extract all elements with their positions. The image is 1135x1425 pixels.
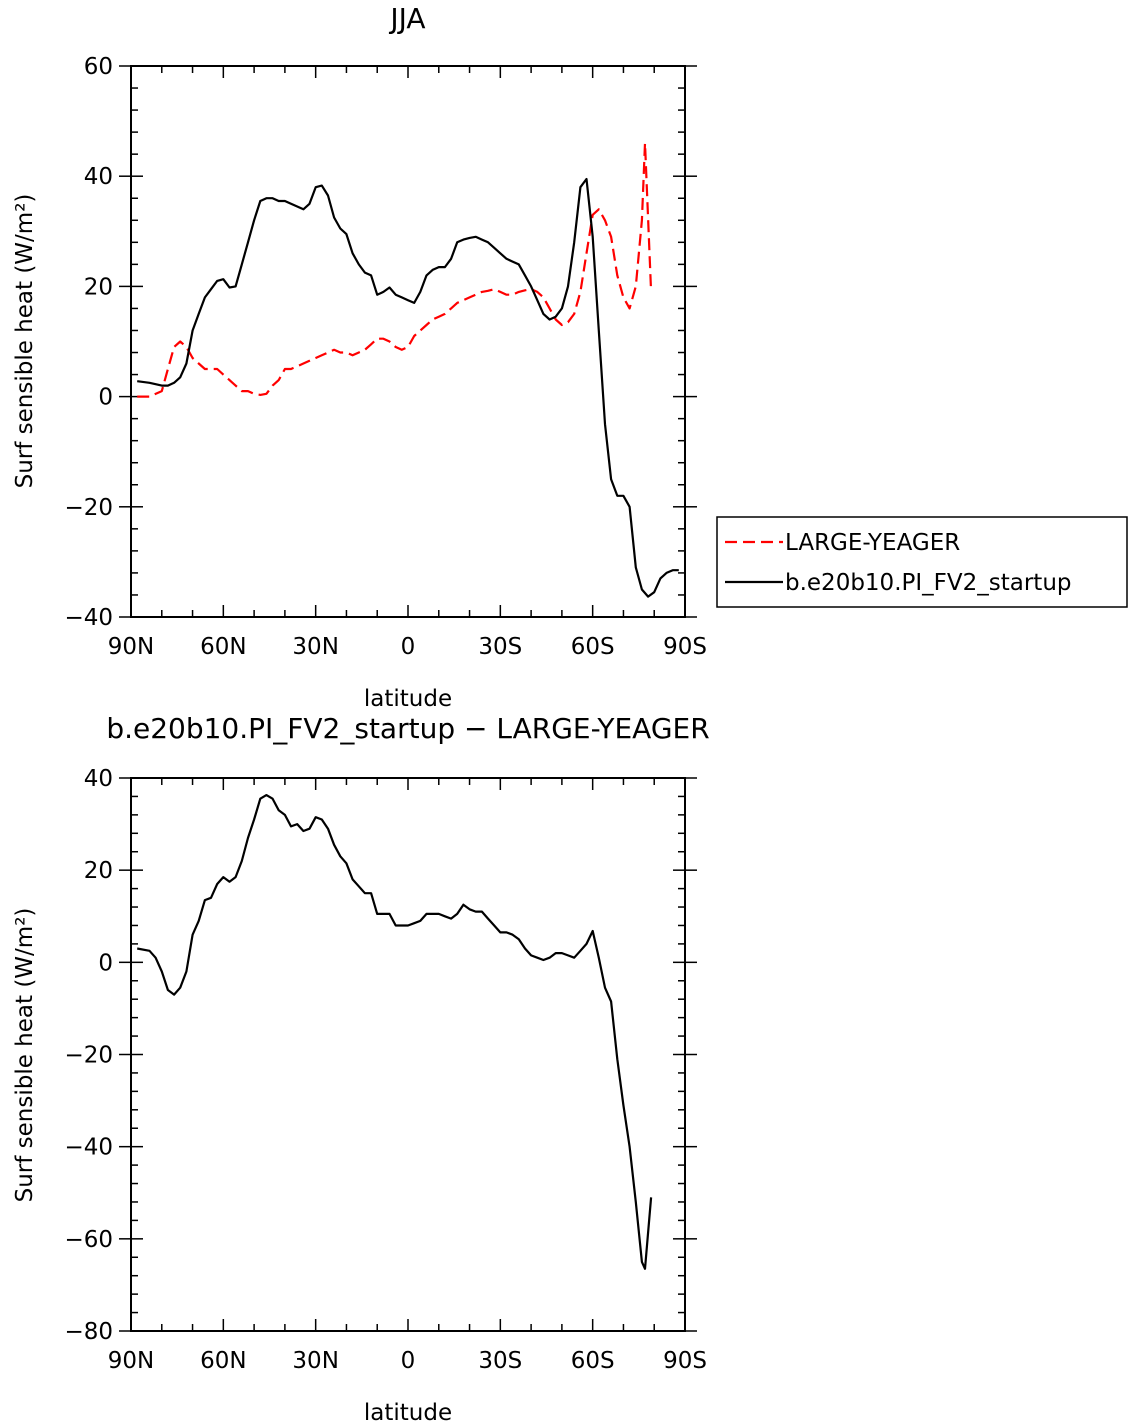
top-axes: 90N 60N 30N 0 30S 60S 90S −40 −20 0 20 40 60 — [64, 54, 706, 660]
bottom-x-tick-label: 30N — [292, 1348, 338, 1374]
top-y-tick-label: 40 — [84, 164, 113, 190]
bottom-x-tick-label: 90S — [663, 1348, 707, 1374]
legend-label-large-yeager: LARGE-YEAGER — [785, 530, 960, 556]
bottom-y-tick-label: −60 — [64, 1227, 113, 1253]
legend: LARGE-YEAGER b.e20b10.PI_FV2_startup — [716, 516, 1128, 608]
top-plot-frame — [130, 65, 686, 618]
top-x-tick-label: 60S — [571, 634, 615, 660]
top-x-tick-label: 30N — [292, 634, 338, 660]
bottom-x-tick-label: 90N — [108, 1348, 154, 1374]
bottom-plot-title: b.e20b10.PI_FV2_startup − LARGE-YEAGER — [106, 712, 709, 745]
bottom-panel: b.e20b10.PI_FV2_startup − LARGE-YEAGER 9… — [12, 712, 710, 1425]
legend-box — [716, 516, 1128, 608]
bottom-y-tick-label: 0 — [98, 950, 113, 976]
bottom-x-tick-label: 30S — [478, 1348, 522, 1374]
bottom-x-tick-label: 60N — [200, 1348, 246, 1374]
top-y-tick-label: 60 — [84, 54, 113, 80]
bottom-y-tick-label: −80 — [64, 1319, 113, 1345]
bottom-axes: 90N 60N 30N 0 30S 60S 90S −80 −60 −40 −20 0 20 40 — [64, 766, 706, 1374]
top-x-tick-label: 90N — [108, 634, 154, 660]
top-plot-title: JJA — [388, 2, 425, 35]
top-x-tick-label: 90S — [663, 634, 707, 660]
legend-label-fv2-startup: b.e20b10.PI_FV2_startup — [785, 570, 1072, 596]
top-series-line-1 — [137, 177, 679, 598]
bottom-series-line-0 — [136, 793, 653, 1270]
top-y-tick-label: 0 — [98, 385, 113, 411]
bottom-x-tick-label: 0 — [401, 1348, 416, 1374]
bottom-x-axis-label: latitude — [364, 1400, 452, 1425]
bottom-y-tick-label: 20 — [84, 858, 113, 884]
top-x-tick-label: 30S — [478, 634, 522, 660]
top-x-tick-label: 0 — [401, 634, 416, 660]
top-series-line-0 — [137, 142, 653, 398]
bottom-y-tick-label: 40 — [84, 766, 113, 792]
bottom-y-tick-label: −20 — [64, 1043, 113, 1069]
top-y-tick-label: 20 — [84, 274, 113, 300]
bottom-plot-frame — [130, 777, 686, 1332]
bottom-series-group — [136, 793, 653, 1270]
top-y-tick-label: −20 — [64, 495, 113, 521]
top-x-axis-label: latitude — [364, 686, 452, 712]
top-x-tick-label: 60N — [200, 634, 246, 660]
bottom-x-tick-label: 60S — [571, 1348, 615, 1374]
bottom-y-axis-label: Surf sensible heat (W/m²) — [12, 908, 38, 1203]
top-series-group — [137, 142, 679, 598]
top-panel: JJA 90N 60N 30N 0 30S 60S 90S −40 −20 0 20 40 60 lat… — [12, 2, 707, 712]
top-y-tick-label: −40 — [64, 605, 113, 631]
bottom-y-tick-label: −40 — [64, 1135, 113, 1161]
top-y-axis-label: Surf sensible heat (W/m²) — [12, 194, 38, 489]
